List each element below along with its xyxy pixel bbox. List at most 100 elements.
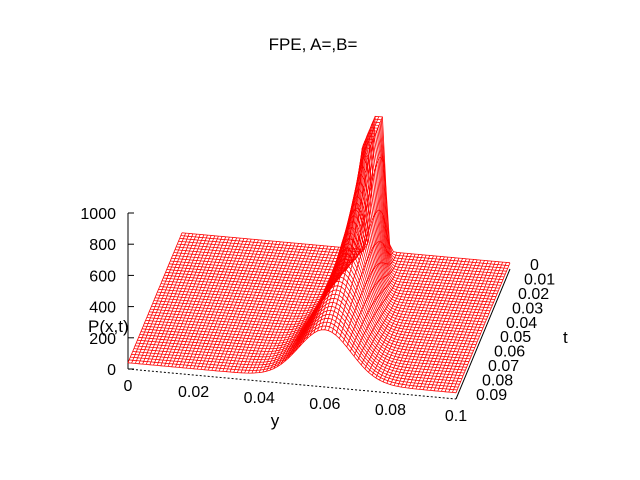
mesh-line-y <box>379 255 434 381</box>
mesh-line-y <box>222 241 278 372</box>
mesh-line-y <box>196 238 252 370</box>
x-tick-label: 0.02 <box>178 384 209 401</box>
mesh-line-y <box>240 242 296 373</box>
mesh-line-y <box>149 234 205 365</box>
t-tick-label: 0.08 <box>482 373 513 390</box>
z-axis: 0 200 400 600 800 1000 <box>80 206 134 379</box>
mesh-line-y <box>331 156 387 333</box>
mesh-line-y <box>415 258 471 390</box>
mesh-line-y <box>258 244 314 373</box>
base-right-edge <box>455 268 511 400</box>
mesh-line-y <box>368 254 423 373</box>
mesh-line-y <box>393 256 449 386</box>
mesh-line-y <box>371 254 427 376</box>
surface-mesh <box>127 115 511 394</box>
t-tick-label: 0.05 <box>500 329 531 346</box>
mesh-line-y <box>382 255 438 383</box>
mesh-line-y <box>411 258 467 389</box>
t-tick-label: 0.01 <box>524 271 555 288</box>
mesh-line-y <box>335 209 391 336</box>
mesh-line-y <box>400 257 456 388</box>
mesh-line-y <box>142 233 197 365</box>
mesh-line-y <box>284 246 340 362</box>
mesh-line-y <box>386 256 442 384</box>
mesh-line-y <box>262 244 318 373</box>
mesh-line-y <box>182 237 238 368</box>
mesh-line-y <box>193 238 248 369</box>
x-tick-label: 0 <box>124 378 133 395</box>
z-axis-label: P(x,t) <box>88 317 129 336</box>
t-tick-label: 0.04 <box>506 315 537 332</box>
mesh-line-y <box>269 245 325 371</box>
mesh-line-y <box>430 260 485 391</box>
mesh-line-y <box>229 241 285 373</box>
mesh-line-y <box>127 232 183 363</box>
mesh-line-y <box>277 246 332 367</box>
mesh-line-y <box>226 241 281 372</box>
y-axis-label: t <box>563 328 568 347</box>
mesh-line-y <box>273 245 329 369</box>
mesh-line-y <box>185 237 241 369</box>
mesh-line-y <box>324 116 380 330</box>
mesh-line-y <box>349 252 405 352</box>
mesh-line-y <box>175 236 230 368</box>
x-axis-label: y <box>271 411 280 430</box>
mesh-line-y <box>207 239 263 371</box>
z-tick-label: 200 <box>89 331 116 348</box>
mesh-line-y <box>328 116 383 331</box>
t-tick-label: 0.09 <box>476 387 507 404</box>
x-tick-label: 0.08 <box>375 402 406 419</box>
mesh-line-y <box>204 239 259 370</box>
t-tick-label: 0.03 <box>512 300 543 317</box>
mesh-line-y <box>346 252 402 348</box>
mesh-line-y <box>280 246 336 365</box>
mesh-line-y <box>444 261 500 392</box>
mesh-line-y <box>360 253 416 366</box>
mesh-line-y <box>233 242 289 373</box>
mesh-line-y <box>357 253 412 361</box>
mesh-line-y <box>236 242 292 373</box>
mesh-line-y <box>375 255 431 379</box>
t-tick-label: 0.06 <box>494 344 525 361</box>
z-tick-label: 800 <box>89 237 116 254</box>
mesh-line-y <box>167 236 223 367</box>
mesh-line-y <box>244 243 299 374</box>
mesh-line-y <box>266 245 321 372</box>
mesh-line-y <box>145 234 201 365</box>
z-tick-label: 400 <box>89 300 116 317</box>
mesh-line-y <box>408 258 463 389</box>
mesh-line-y <box>422 259 478 390</box>
x-tick-label: 0.1 <box>445 408 467 425</box>
t-tick-label: 0.07 <box>488 358 519 375</box>
mesh-line-y <box>200 239 256 370</box>
mesh-line-y <box>134 233 190 364</box>
mesh-line-y <box>455 262 511 393</box>
mesh-line-y <box>313 207 369 334</box>
chart-title: FPE, A=,B= <box>269 35 358 54</box>
z-tick-label: 600 <box>89 268 116 285</box>
mesh-line-y <box>189 238 245 369</box>
mesh-line-y <box>364 254 420 369</box>
mesh-line-y <box>156 235 212 366</box>
mesh-line-y <box>164 235 219 367</box>
mesh-line-y <box>247 243 303 374</box>
mesh-line-y <box>339 241 394 339</box>
mesh-line-y <box>215 240 270 371</box>
base-frame <box>127 213 511 400</box>
mesh-line-y <box>218 240 274 372</box>
mesh-line-y <box>251 243 307 374</box>
mesh-line-y <box>131 232 186 364</box>
mesh-line-y <box>419 259 474 390</box>
t-tick-label: 0 <box>530 257 539 274</box>
mesh-line-y <box>211 240 267 371</box>
mesh-line-y <box>160 235 216 366</box>
t-tick-label: 0.02 <box>518 286 549 303</box>
mesh-line-y <box>153 234 208 366</box>
y-axis-ticks: 00.010.020.030.040.050.060.070.080.09 <box>476 257 555 404</box>
mesh-line-y <box>171 236 227 367</box>
mesh-line-y <box>178 237 234 368</box>
mesh-line-y <box>441 261 496 392</box>
x-tick-label: 0.04 <box>244 390 275 407</box>
x-axis-ticks: 0 0.02 0.04 0.06 0.08 0.1 <box>124 378 468 425</box>
z-tick-label: 1000 <box>80 206 116 223</box>
